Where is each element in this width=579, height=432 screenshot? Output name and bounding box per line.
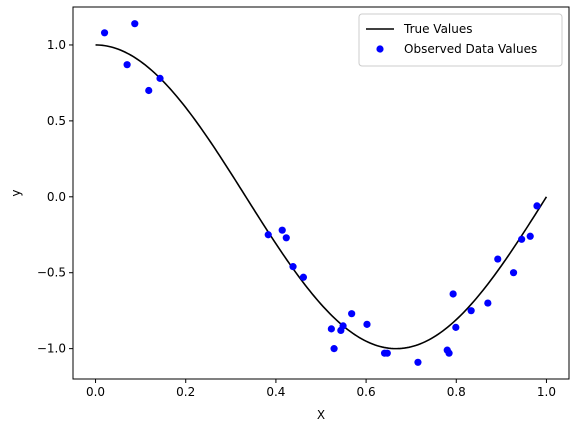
legend-box <box>358 13 563 67</box>
true-values-line <box>95 44 548 350</box>
legend-label-observed-data: Observed Data Values <box>404 42 537 56</box>
legend-label-true-values: True Values <box>403 22 473 36</box>
x-tick-label: 0.4 <box>266 385 285 399</box>
y-tick-label: 0.5 <box>47 114 66 128</box>
x-tick-label: 1.0 <box>537 385 556 399</box>
observed-point-9 <box>299 273 308 281</box>
observed-point-6 <box>278 226 286 234</box>
observed-point-14 <box>348 310 356 318</box>
x-tick-label: 0.0 <box>86 385 105 399</box>
observed-point-13 <box>339 322 347 330</box>
observed-point-21 <box>449 290 457 298</box>
observed-point-20 <box>445 349 453 357</box>
legend: True Values Observed Data Values <box>358 13 563 67</box>
axes-frame <box>72 6 570 380</box>
y-tick-label: −1.0 <box>37 342 66 356</box>
observed-point-26 <box>509 269 518 277</box>
observed-point-0 <box>100 29 109 37</box>
observed-point-5 <box>264 231 272 239</box>
observed-point-28 <box>526 232 534 240</box>
y-tick-label: 1.0 <box>47 38 66 52</box>
observed-point-1 <box>123 61 131 69</box>
observed-point-11 <box>330 345 338 353</box>
observed-point-18 <box>414 358 422 366</box>
x-tick-label: 0.8 <box>447 385 466 399</box>
x-tick-label: 0.6 <box>357 385 376 399</box>
observed-point-29 <box>533 202 541 210</box>
observed-point-4 <box>156 74 164 82</box>
y-axis-label: y <box>9 189 23 196</box>
x-axis-label: X <box>317 408 325 422</box>
observed-point-23 <box>467 307 475 315</box>
legend-dot-swatch <box>376 45 384 53</box>
y-tick-label: −0.5 <box>37 266 66 280</box>
observed-point-24 <box>484 299 492 307</box>
y-axis-ticks: −1.0 −0.5 0.0 0.5 1.0 <box>37 38 73 356</box>
observed-point-8 <box>289 263 297 271</box>
x-tick-label: 0.2 <box>176 385 195 399</box>
observed-point-27 <box>518 235 526 243</box>
observed-point-10 <box>327 325 335 333</box>
observed-point-2 <box>131 20 139 28</box>
observed-point-15 <box>363 320 371 328</box>
observed-point-3 <box>145 86 153 95</box>
observed-point-22 <box>452 323 460 331</box>
observed-point-17 <box>383 349 391 357</box>
observed-point-7 <box>282 234 290 242</box>
plot-content <box>95 20 548 366</box>
y-tick-label: 0.0 <box>47 190 66 204</box>
x-axis-ticks: 0.0 0.2 0.4 0.6 0.8 1.0 <box>86 379 556 399</box>
observed-point-25 <box>494 255 502 263</box>
